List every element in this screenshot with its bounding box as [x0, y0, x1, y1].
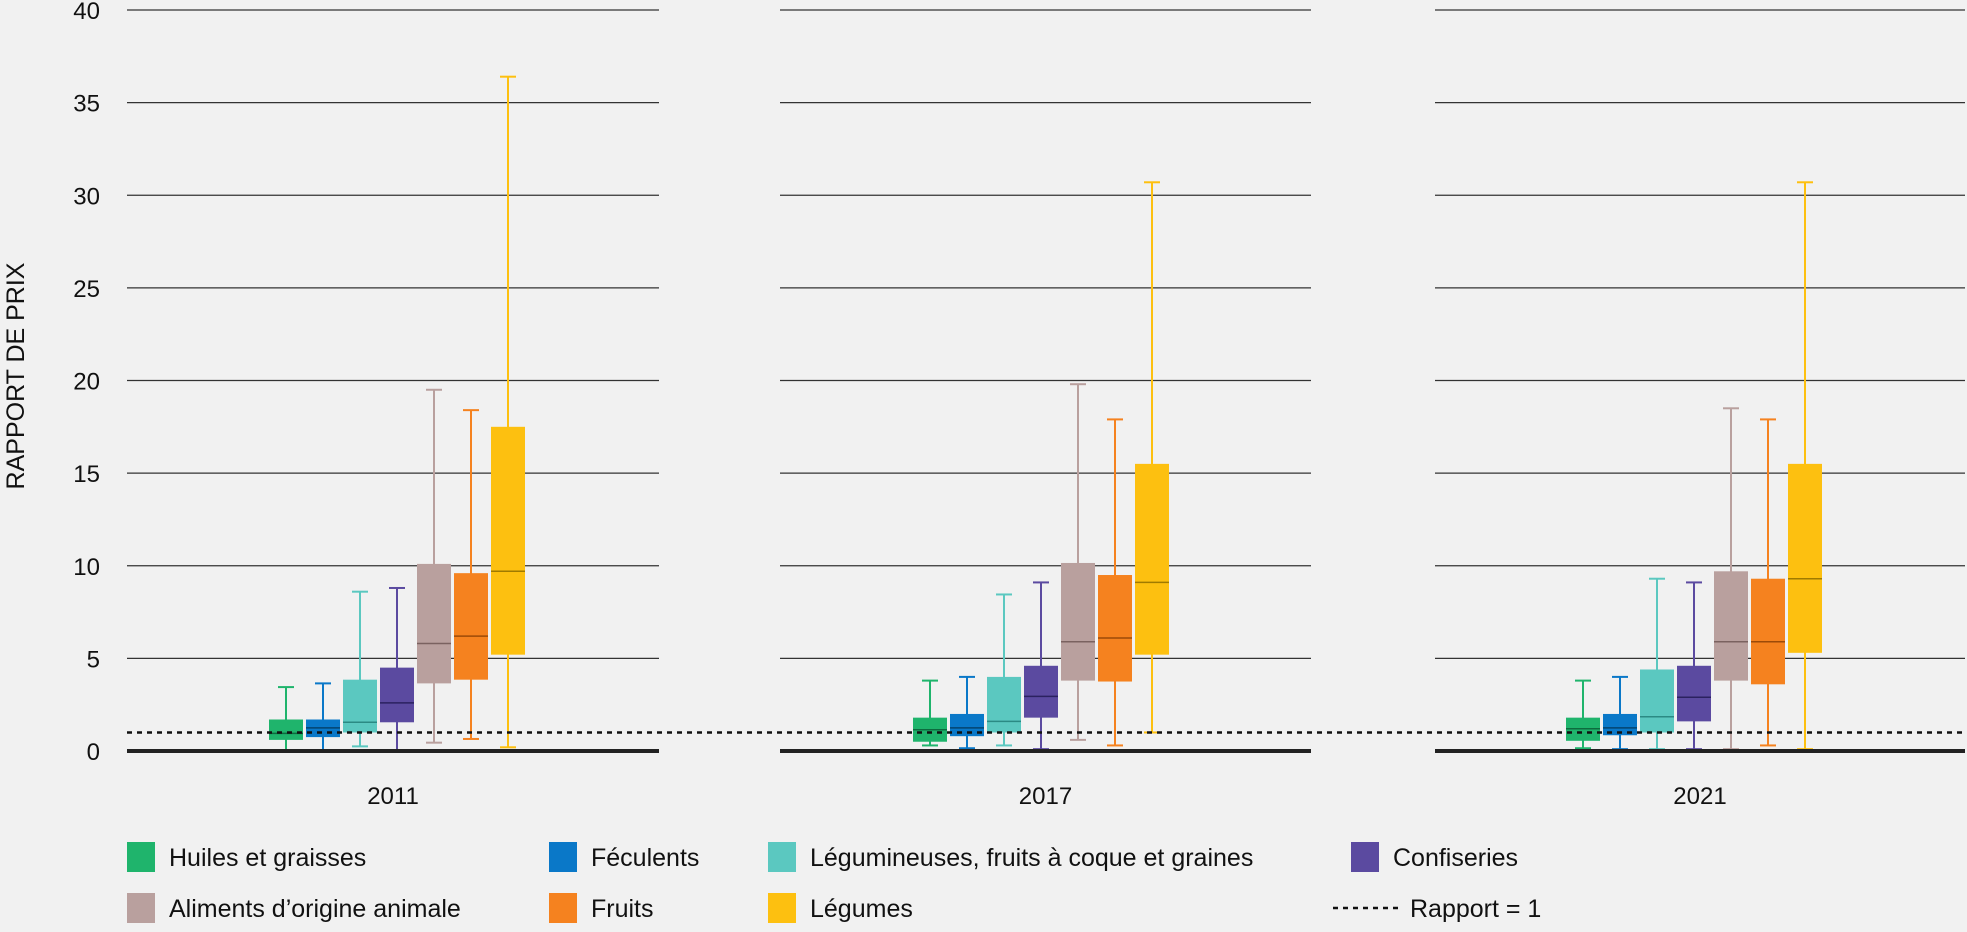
legend-label: Confiseries	[1393, 844, 1518, 872]
box-4	[1061, 383, 1095, 741]
box-iqr	[1603, 713, 1637, 736]
y-tick-label: 5	[87, 646, 100, 673]
legend-label: Légumineuses, fruits à coque et graines	[810, 844, 1253, 872]
legend-item: Confiseries	[1351, 842, 1518, 872]
y-tick-label: 10	[73, 554, 100, 581]
y-tick-label: 15	[73, 461, 100, 488]
box-6	[1135, 181, 1169, 734]
legend-item: Fruits	[549, 893, 654, 923]
legend-label: Rapport = 1	[1410, 895, 1541, 923]
legend-label: Féculents	[591, 844, 699, 872]
y-tick-label: 25	[73, 276, 100, 303]
box-iqr	[950, 713, 984, 737]
legend-item: Féculents	[549, 842, 699, 872]
legend-label: Fruits	[591, 895, 654, 923]
year-label: 2017	[1019, 783, 1072, 810]
box-2	[343, 590, 377, 748]
y-tick-label: 30	[73, 183, 100, 210]
box-iqr	[1135, 463, 1169, 655]
box-1	[306, 682, 340, 752]
legend-item: Huiles et graisses	[127, 842, 366, 872]
box-0	[269, 686, 303, 752]
y-tick-label: 20	[73, 369, 100, 396]
box-0	[1566, 679, 1600, 750]
box-2	[987, 593, 1021, 747]
box-4	[1714, 407, 1748, 751]
year-label: 2021	[1673, 783, 1726, 810]
legend-swatch	[1351, 842, 1379, 872]
box-iqr	[454, 573, 488, 680]
y-tick-label: 35	[73, 91, 100, 118]
box-3	[1677, 581, 1711, 751]
legend-swatch	[127, 842, 155, 872]
box-3	[1024, 581, 1058, 751]
box-iqr	[1640, 669, 1674, 733]
legend-swatch	[768, 842, 796, 872]
box-1	[950, 675, 984, 750]
box-iqr	[380, 667, 414, 723]
legend-swatch	[549, 893, 577, 923]
legend-swatch	[127, 893, 155, 923]
box-iqr	[269, 719, 303, 740]
legend-item: Légumineuses, fruits à coque et graines	[768, 842, 1253, 872]
legend: Huiles et graisses Féculents Légumineuses,…	[127, 842, 1541, 923]
legend-swatch	[549, 842, 577, 872]
box-iqr	[1751, 578, 1785, 685]
box-iqr	[1024, 665, 1058, 718]
box-3	[380, 586, 414, 752]
box-2	[1640, 577, 1674, 751]
year-label: 2011	[367, 783, 419, 810]
box-0	[913, 679, 947, 747]
box-iqr	[1677, 665, 1711, 722]
legend-item-reference: Rapport = 1	[1333, 895, 1541, 923]
box-iqr	[987, 676, 1021, 733]
x-axis-year-labels: 2011 2017 2021	[367, 783, 1727, 810]
box-6	[1788, 181, 1822, 751]
panel-2011	[127, 75, 659, 753]
y-tick-label: 40	[73, 0, 100, 25]
boxes	[127, 75, 1965, 753]
box-1	[1603, 675, 1637, 751]
box-iqr	[1061, 562, 1095, 681]
box-4	[417, 388, 451, 744]
box-iqr	[1714, 571, 1748, 681]
y-tick-label: 0	[87, 739, 100, 766]
legend-label: Légumes	[810, 895, 913, 923]
legend-item: Légumes	[768, 893, 913, 923]
box-iqr	[417, 563, 451, 684]
box-5	[1751, 418, 1785, 747]
legend-item: Aliments d’origine animale	[127, 893, 461, 923]
box-6	[491, 75, 525, 749]
box-5	[454, 409, 488, 740]
box-iqr	[1788, 463, 1822, 653]
legend-swatch	[768, 893, 796, 923]
legend-label: Huiles et graisses	[169, 844, 366, 872]
box-iqr	[491, 426, 525, 655]
panel-2017	[780, 181, 1311, 753]
gridlines	[127, 9, 1965, 660]
legend-label: Aliments d’origine animale	[169, 895, 461, 923]
y-axis-label: RAPPORT DE PRIX	[2, 262, 30, 489]
panel-2021	[1435, 181, 1965, 753]
y-axis-ticks: 0 5 10 15 20 25 30 35 40	[73, 0, 100, 766]
box-iqr	[343, 679, 377, 733]
box-5	[1098, 418, 1132, 747]
box-iqr	[1098, 575, 1132, 682]
